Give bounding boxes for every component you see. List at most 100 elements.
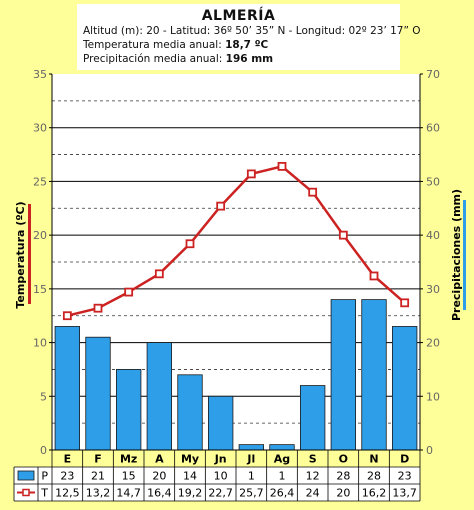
precipitation-cell: 23 [60,470,74,483]
precipitation-bar-A [146,342,172,451]
temperature-point-S [308,187,318,197]
annual-precipitation-value: 196 mm [225,53,274,65]
category-label: N [369,453,378,466]
precipitation-bar-Jn [207,395,234,451]
precipitation-bar-My [177,374,203,451]
station-coordinates: Altitud (m): 20 - Latitud: 36º 50’ 35” N… [83,25,421,37]
temperature-point-Jl [246,169,256,179]
right-tick-label: 20 [426,337,440,350]
temperature-cell: 13,7 [392,487,417,500]
left-tick-label: 20 [33,229,47,242]
temperature-point-Mz [124,287,134,297]
precipitation-bar-F [85,336,111,451]
left-tick-label: 0 [40,444,47,457]
annual-temperature: Temperatura media anual: 18,7 ºC [83,38,400,52]
right-tick-label: 30 [426,283,440,296]
precipitation-bar-S [299,385,326,451]
temperature-cell: 16,2 [362,487,387,500]
temperature-point-F [93,303,103,313]
precipitation-cell: 15 [122,470,136,483]
right-tick-label: 50 [426,175,440,188]
precipitation-bar-Ag [269,444,295,451]
category-label: O [339,453,348,466]
temperature-point-Ag [277,161,287,171]
header-panel: ALMERÍA Altitud (m): 20 - Latitud: 36º 5… [77,4,421,70]
precipitation-cell: 14 [183,470,197,483]
category-label: E [64,453,72,466]
precipitation-cell: 21 [91,470,105,483]
right-tick-label: 10 [426,390,440,403]
temperature-cell: 16,4 [147,487,172,500]
axis-labels: Temperatura (ºC) Precipitaciones (mm) [14,189,463,321]
temperature-cell: 19,2 [178,487,203,500]
precipitation-cell: 28 [367,470,381,483]
right-axis-title: Precipitaciones (mm) [450,189,463,321]
temperature-cell: 20 [336,487,350,500]
precipitation-bar-D [391,326,418,451]
right-tick-label: 40 [426,229,440,242]
category-label: F [94,453,102,466]
temperature-row-label: T [40,487,48,500]
precipitation-bar-E [54,326,80,451]
precipitation-row-label: P [41,470,48,483]
category-label: My [181,453,199,466]
precipitation-bars [54,299,418,451]
right-axis-ticks: 0 10 20 30 40 50 60 70 [420,68,440,457]
right-tick-label: 0 [426,444,433,457]
temperature-axis-accent [28,204,31,304]
annual-temperature-label: Temperatura media anual: [83,39,222,51]
precipitation-cell: 12 [306,470,320,483]
precipitation-cell: 23 [398,470,412,483]
category-label: Jn [214,453,227,466]
temperature-cell: 22,7 [208,487,233,500]
precipitation-cell: 28 [336,470,350,483]
precipitation-cell: 10 [214,470,228,483]
left-tick-label: 35 [33,68,47,81]
gridlines [52,100,420,424]
right-tick-label: 70 [426,68,440,81]
temperature-legend-marker [22,488,30,497]
annual-temperature-value: 18,7 ºC [225,39,269,51]
annual-precipitation-label: Precipitación media anual: [83,53,223,65]
temperature-point-My [185,239,195,249]
temperature-point-A [154,269,164,279]
right-tick-label: 60 [426,122,440,135]
category-label: D [400,453,409,466]
temperature-point-D [400,298,410,308]
left-tick-label: 25 [33,175,47,188]
left-tick-label: 5 [40,390,47,403]
temperature-cell: 12,5 [55,487,80,500]
left-axis-ticks: 0 5 10 15 20 25 30 35 [33,68,52,457]
temperature-point-N [369,271,379,281]
precipitation-cell: 1 [248,470,255,483]
temperature-cell: 13,2 [86,487,111,500]
temperature-cell: 24 [306,487,320,500]
category-label: Mz [120,453,137,466]
precipitation-legend-swatch [17,470,35,481]
precipitation-bar-Mz [116,369,142,451]
temperature-line-layer [62,161,410,321]
category-label: Jl [246,453,255,466]
axis-accents [28,200,466,310]
temperature-point-Jn [216,201,226,211]
category-label: Ag [274,453,290,466]
precipitation-cell: 20 [152,470,166,483]
temperature-point-E [62,311,72,321]
category-label: S [309,453,317,466]
precipitation-bar-N [361,299,387,451]
temperature-cell: 14,7 [116,487,141,500]
temperature-line [67,165,406,317]
precipitation-cell: 1 [279,470,286,483]
category-label: A [155,453,164,466]
left-axis-title: Temperatura (ºC) [14,201,27,308]
temperature-cell: 25,7 [239,487,264,500]
temperature-point-O [338,230,348,240]
left-tick-label: 10 [33,337,47,350]
precipitation-bar-O [330,299,357,451]
temperature-cell: 26,4 [270,487,295,500]
annual-precipitation: Precipitación media anual: 196 mm [83,52,400,66]
station-title: ALMERÍA [201,8,276,24]
left-tick-label: 15 [33,283,47,296]
